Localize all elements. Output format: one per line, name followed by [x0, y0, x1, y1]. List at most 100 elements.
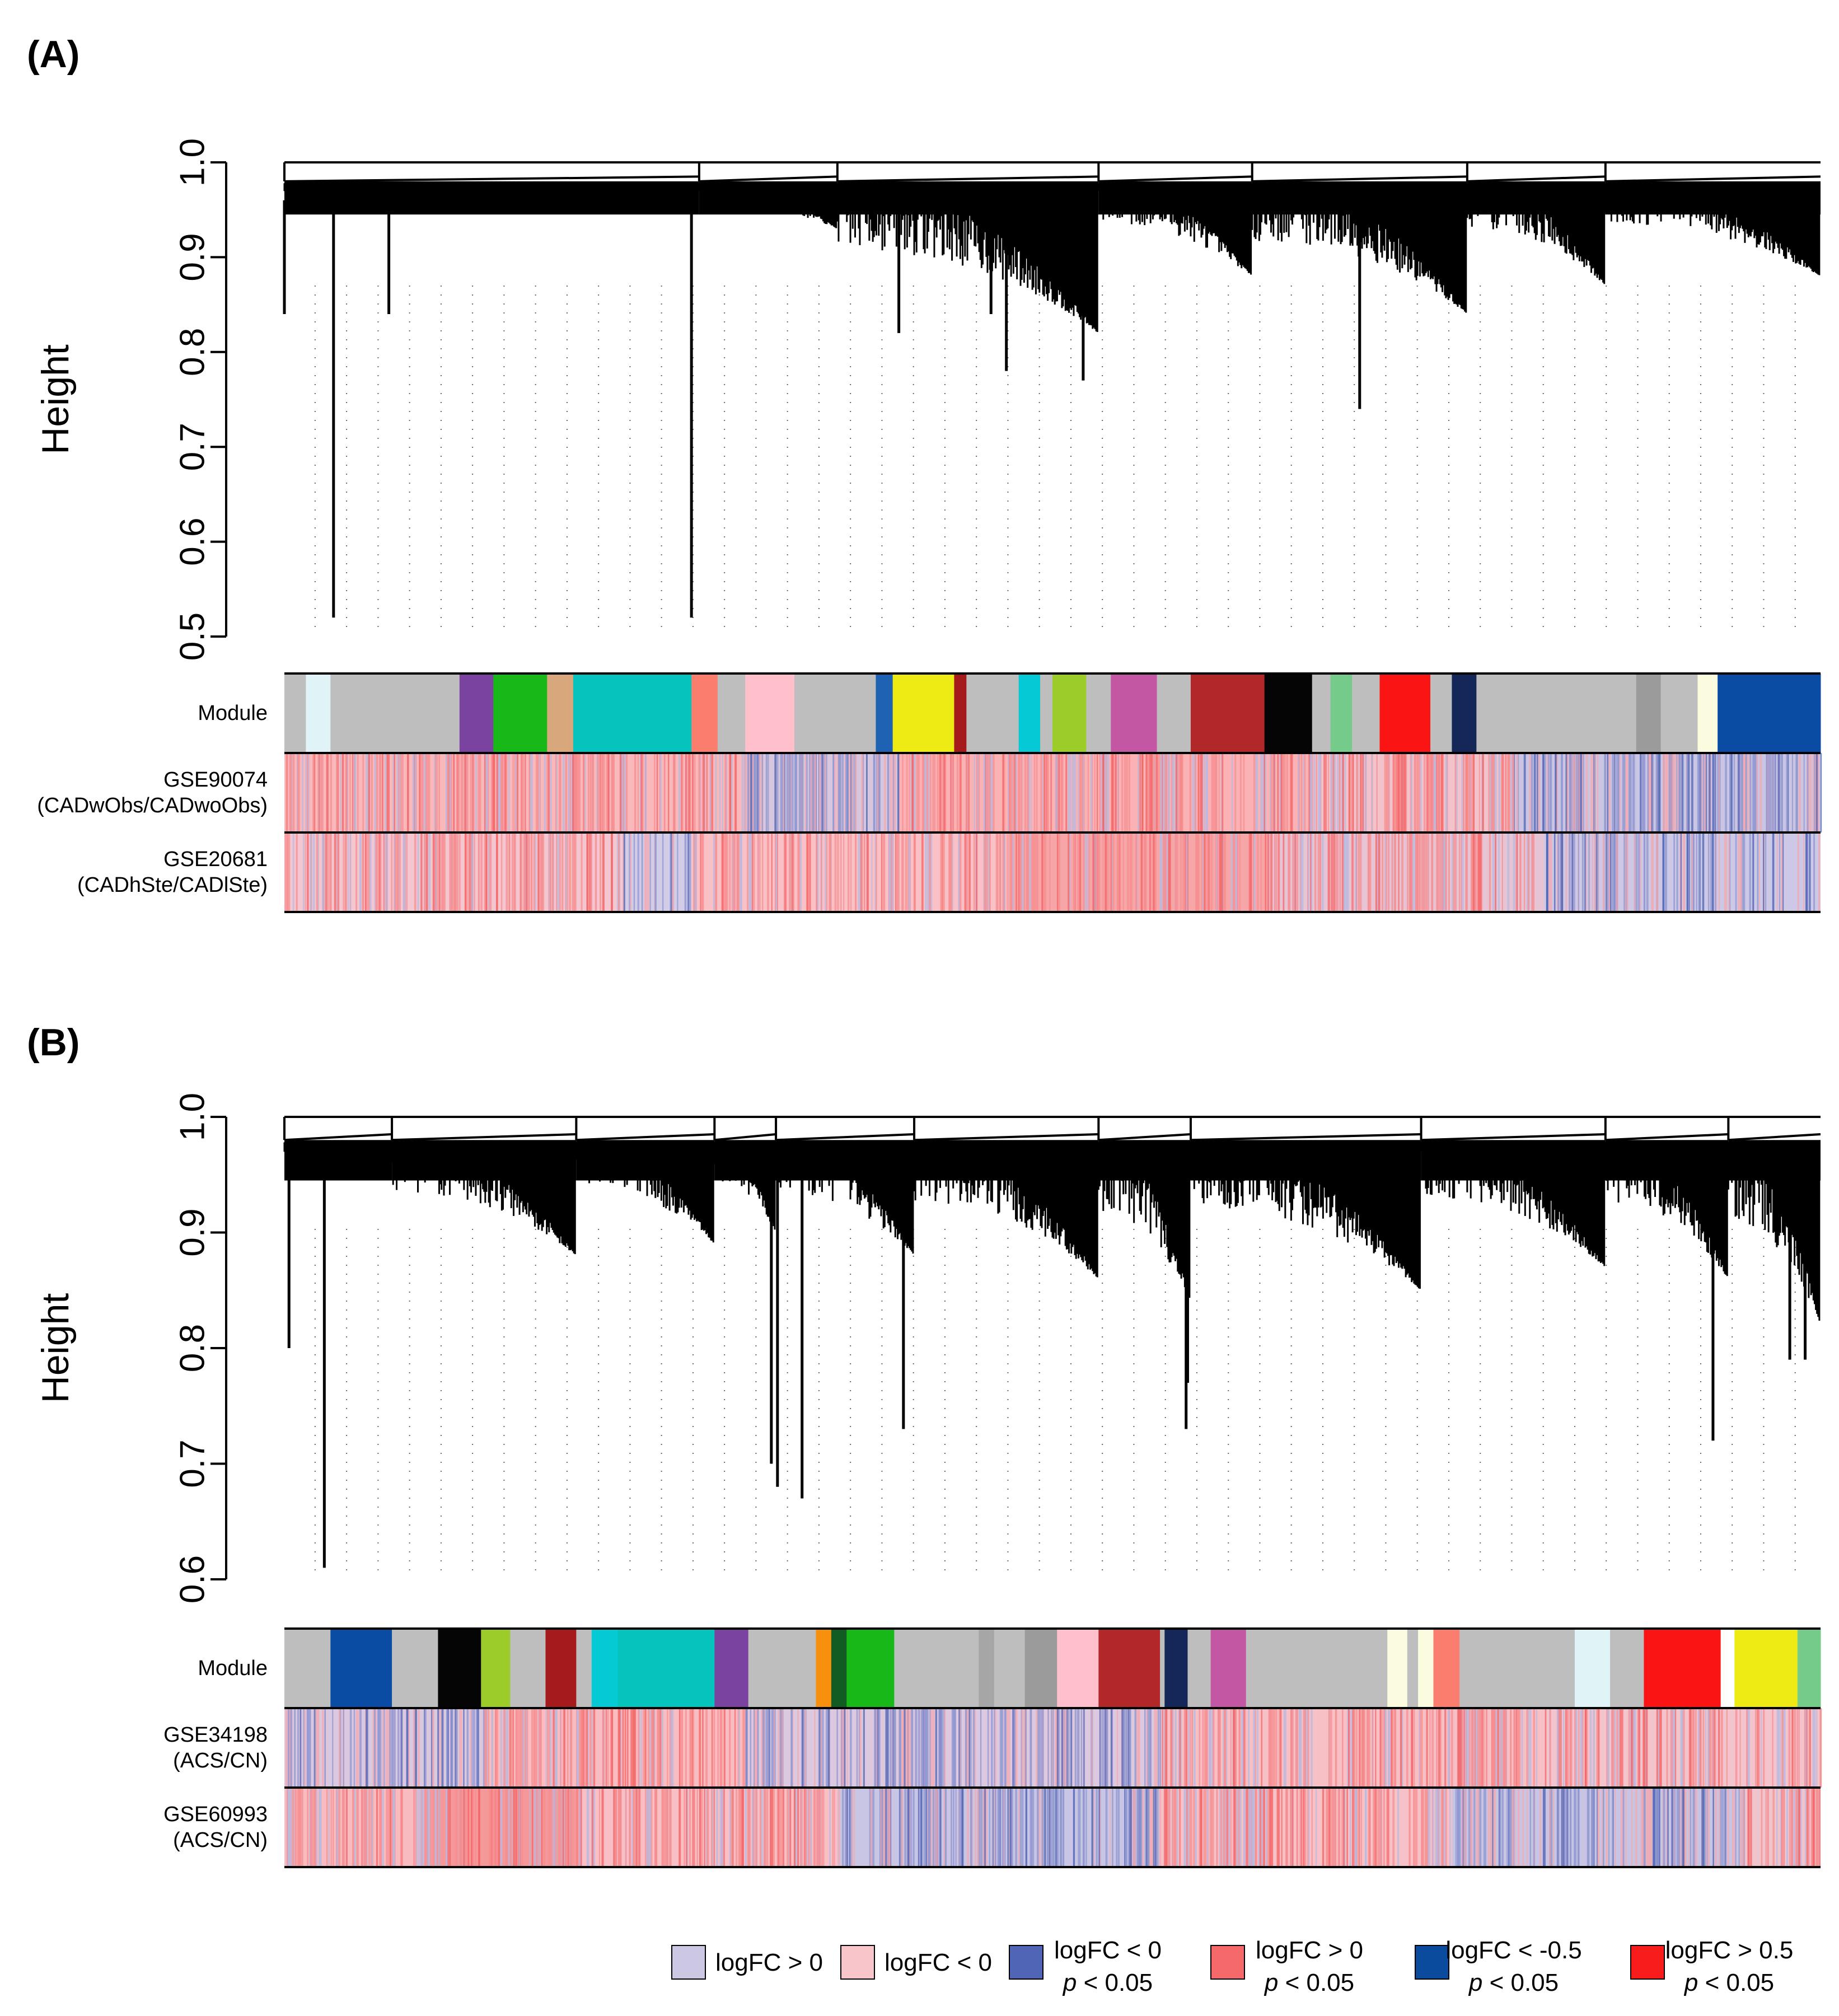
module-segment [1734, 1629, 1798, 1708]
y-tick-label: 0.5 [174, 612, 212, 661]
module-segment [1433, 1629, 1460, 1708]
module-segment [1312, 673, 1331, 753]
module-segment [481, 1629, 511, 1708]
dendrogram-cluster [1189, 1117, 1421, 1289]
logfc-color-row [284, 1708, 1822, 1788]
legend-label: logFC > 0 [715, 1949, 823, 1976]
legend-sublabel: p < 0.05 [1683, 1969, 1774, 1996]
y-tick-label: 0.6 [174, 517, 212, 565]
legend-swatch [840, 1945, 875, 1980]
panel-a: (A) 1.0 0.9 0.8 0.7 0.6 0.5 Height Module GSE9007… [27, 33, 1822, 913]
module-segment [576, 1629, 592, 1708]
row-label: GSE90074 [163, 768, 268, 792]
module-segment [1797, 1629, 1821, 1708]
module-segment [493, 673, 548, 753]
dendrogram-cluster [913, 1117, 1099, 1278]
module-segment [1164, 1629, 1188, 1708]
legend-item: logFC < -0.5 p < 0.05 [1415, 1937, 1582, 1996]
dendrogram-cluster [1604, 1117, 1729, 1276]
module-segment [1018, 673, 1041, 753]
module-segment [876, 673, 893, 753]
module-segment [1057, 1629, 1099, 1708]
module-segment [1476, 673, 1637, 753]
module-segment [691, 673, 718, 753]
legend-sublabel: p < 0.05 [1264, 1969, 1354, 1996]
module-segment [1040, 673, 1053, 753]
module-color-row [284, 673, 1821, 753]
module-segment [831, 1629, 847, 1708]
legend-label: logFC > 0.5 [1665, 1937, 1794, 1964]
dendrogram-cluster [283, 1117, 392, 1181]
module-segment [617, 1629, 715, 1708]
module-segment [748, 1629, 816, 1708]
module-segment [573, 673, 692, 753]
module-segment [1636, 673, 1662, 753]
module-segment [1720, 1629, 1735, 1708]
y-axis-title: Height [34, 344, 77, 455]
module-segment [1459, 1629, 1575, 1708]
panel-b: (B)1.00.90.80.70.6HeightModuleGSE34198(A… [27, 1021, 1822, 1868]
logfc-color-row [284, 1788, 1821, 1867]
row-label: Module [198, 1657, 268, 1680]
module-segment [1660, 673, 1698, 753]
logfc-color-row [284, 753, 1822, 832]
module-segment [1452, 673, 1477, 753]
dendrogram-cluster [1466, 162, 1606, 284]
panel-label: (A) [27, 33, 79, 76]
y-tick-label: 0.7 [174, 1439, 212, 1488]
module-segment [717, 673, 746, 753]
module-segment [330, 673, 460, 753]
row-label: (ACS/CN) [173, 1749, 268, 1772]
module-segment [1352, 673, 1380, 753]
legend-label: logFC < 0 [885, 1949, 992, 1976]
module-segment [392, 1629, 438, 1708]
legend-item: logFC > 0 p < 0.05 [1210, 1937, 1363, 1996]
module-segment [547, 673, 574, 753]
row-label: (CADhSte/CADlSte) [77, 873, 268, 897]
module-segment [330, 1629, 392, 1708]
module-segment [794, 673, 876, 753]
module-segment [545, 1629, 577, 1708]
module-segment [816, 1629, 832, 1708]
module-segment [1264, 673, 1313, 753]
module-segment [284, 673, 306, 753]
module-segment [1330, 673, 1353, 753]
dendrogram-cluster [1097, 1117, 1191, 1298]
module-segment [714, 1629, 749, 1708]
dendrogram-cluster [1420, 1117, 1606, 1266]
legend: logFC > 0 logFC < 0 logFC < 0p < 0.05logFC… [671, 1937, 1794, 1996]
legend-item: logFC < 0 [840, 1945, 992, 1980]
module-segment [591, 1629, 618, 1708]
module-segment [459, 673, 494, 753]
module-segment [1160, 1629, 1165, 1708]
module-segment [1187, 1629, 1211, 1708]
dendrogram-cluster [836, 162, 1099, 332]
module-segment [892, 673, 954, 753]
dendrogram-cluster [698, 162, 837, 228]
module-segment [1111, 673, 1158, 753]
panel-label: (B) [27, 1021, 79, 1064]
module-segment [894, 1629, 979, 1708]
y-axis-title: Height [34, 1293, 77, 1404]
y-tick-label: 0.9 [174, 233, 212, 281]
legend-swatch [1009, 1945, 1043, 1980]
row-label: (ACS/CN) [173, 1828, 268, 1852]
module-segment [1098, 1629, 1161, 1708]
legend-item: logFC > 0 [671, 1945, 823, 1980]
legend-label: logFC < -0.5 [1445, 1937, 1581, 1964]
module-segment [1718, 673, 1821, 753]
row-label: Module [198, 701, 268, 725]
module-segment [1574, 1629, 1611, 1708]
module-segment [846, 1629, 895, 1708]
dendrogram-cluster [1604, 162, 1821, 275]
module-segment [1430, 673, 1452, 753]
y-tick-label: 1.0 [174, 138, 212, 186]
module-segment [745, 673, 795, 753]
dendrogram-cluster [1251, 162, 1467, 313]
legend-swatch [1630, 1945, 1665, 1980]
module-segment [1379, 673, 1431, 753]
module-segment [438, 1629, 481, 1708]
logfc-zone [1544, 832, 1821, 912]
legend-item: logFC > 0.5 p < 0.05 [1630, 1937, 1794, 1996]
